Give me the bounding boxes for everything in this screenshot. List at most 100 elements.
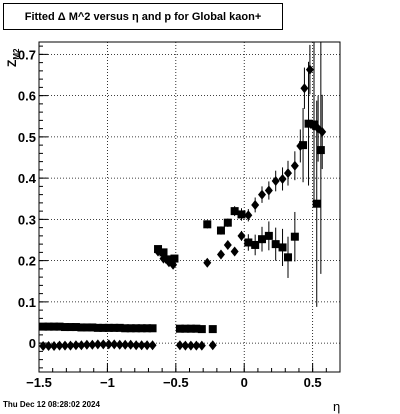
data-point-diamond <box>82 339 91 350</box>
error-bars <box>206 42 323 307</box>
data-point-diamond <box>104 339 113 350</box>
data-point-diamond <box>110 339 119 350</box>
data-point-diamond <box>169 259 178 270</box>
data-point-square <box>148 324 157 333</box>
data-point-square <box>251 240 260 249</box>
data-point-square <box>121 324 130 333</box>
data-point-square <box>126 324 135 333</box>
grid-lines <box>38 42 340 372</box>
data-point-square <box>175 324 184 333</box>
x-tick-label: 0.5 <box>304 375 322 390</box>
y-tick-label: 0.5 <box>18 130 36 145</box>
data-point-diamond <box>154 246 163 257</box>
y-axis-label: ZM2 <box>5 48 21 67</box>
data-point-square <box>271 240 280 249</box>
data-point-square <box>258 235 267 244</box>
data-point-diamond <box>126 339 135 350</box>
y-axis-label-main: Z <box>5 60 19 67</box>
y-tick-label: 0.3 <box>18 212 36 227</box>
data-point-square <box>88 323 97 332</box>
x-tick-label: −0.5 <box>163 375 189 390</box>
data-point-square <box>137 324 146 333</box>
data-point-diamond <box>77 340 86 351</box>
data-point-diamond <box>39 341 48 352</box>
data-point-square <box>230 207 239 216</box>
data-point-diamond <box>271 176 280 187</box>
data-point-diamond <box>132 340 141 351</box>
data-point-diamond <box>296 140 305 151</box>
data-point-diamond <box>305 64 314 75</box>
data-point-square <box>237 210 246 219</box>
data-point-square <box>316 146 325 155</box>
data-point-square <box>278 243 287 252</box>
data-point-diamond <box>93 339 102 350</box>
data-point-square <box>110 323 119 332</box>
data-point-diamond <box>148 340 157 351</box>
data-point-diamond <box>258 189 267 200</box>
data-point-square <box>290 232 299 241</box>
data-point-diamond <box>115 339 124 350</box>
chart-title: Fitted Δ M^2 versus η and p for Global k… <box>3 3 283 30</box>
x-tick-label: 0 <box>241 375 248 390</box>
plot-frame <box>38 41 341 373</box>
data-markers <box>39 64 327 352</box>
data-point-diamond <box>137 340 146 351</box>
data-point-diamond <box>71 340 80 351</box>
data-point-square <box>304 119 313 128</box>
x-tick-label: −1 <box>100 375 115 390</box>
data-point-diamond <box>159 253 168 264</box>
data-point-diamond <box>143 340 152 351</box>
data-point-square <box>132 324 141 333</box>
data-point-square <box>264 231 273 240</box>
data-point-diamond <box>192 340 201 351</box>
y-tick-label: 0.6 <box>18 89 36 104</box>
data-point-square <box>60 323 69 332</box>
data-point-square <box>71 323 80 332</box>
data-point-square <box>143 324 152 333</box>
data-point-diamond <box>208 340 217 351</box>
data-point-diamond <box>318 126 327 137</box>
timestamp: Thu Dec 12 08:28:02 2024 <box>3 400 100 409</box>
data-point-diamond <box>244 210 253 221</box>
data-point-diamond <box>237 230 246 241</box>
data-point-diamond <box>264 185 273 196</box>
data-point-square <box>208 325 217 334</box>
data-point-diamond <box>216 249 225 260</box>
data-point-square <box>170 254 179 263</box>
y-tick-label: 0.4 <box>18 171 37 186</box>
data-point-diamond <box>88 339 97 350</box>
data-point-square <box>115 323 124 332</box>
data-point-diamond <box>66 340 75 351</box>
data-point-diamond <box>99 339 108 350</box>
data-point-square <box>50 322 59 331</box>
axis-ticks: −1.5 −1 −0.5 0 0.5 0 0.1 0.2 0.3 0.4 0.5 0.6 0.7 <box>18 45 341 390</box>
data-point-diamond <box>55 340 64 351</box>
data-point-diamond <box>278 173 287 184</box>
data-point-square <box>312 199 321 208</box>
data-point-square <box>197 325 206 334</box>
data-point-diamond <box>251 199 260 210</box>
data-point-square <box>82 323 91 332</box>
data-point-diamond <box>50 341 59 352</box>
data-point-square <box>203 220 212 229</box>
data-point-square <box>99 323 108 332</box>
data-point-diamond <box>181 340 190 351</box>
data-point-diamond <box>223 239 232 250</box>
x-axis-label: η <box>333 399 340 414</box>
data-point-diamond <box>197 340 206 351</box>
data-point-square <box>39 322 48 331</box>
data-point-square <box>77 323 86 332</box>
data-point-diamond <box>44 341 53 352</box>
data-point-diamond <box>300 83 309 94</box>
data-point-square <box>55 322 64 331</box>
y-tick-label: 0.2 <box>18 254 36 269</box>
x-tick-label: −1.5 <box>26 375 52 390</box>
data-point-square <box>192 324 201 333</box>
data-point-diamond <box>121 339 130 350</box>
data-point-diamond <box>203 257 212 268</box>
data-point-square <box>181 324 190 333</box>
data-point-diamond <box>290 160 299 171</box>
data-point-diamond <box>175 340 184 351</box>
y-tick-label: 0.1 <box>18 295 36 310</box>
